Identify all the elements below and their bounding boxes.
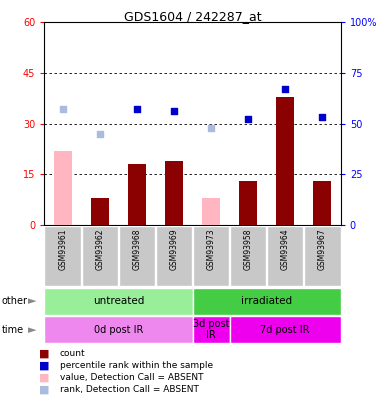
Point — [134, 106, 140, 113]
Bar — [192, 226, 229, 286]
Bar — [313, 181, 331, 225]
Text: ■: ■ — [38, 373, 49, 382]
Bar — [82, 226, 118, 286]
Point — [282, 86, 288, 92]
Text: time: time — [2, 325, 24, 335]
Bar — [44, 226, 81, 286]
Point — [319, 114, 325, 121]
Bar — [165, 161, 183, 225]
Text: ►: ► — [28, 325, 36, 335]
Text: 3d post
IR: 3d post IR — [193, 319, 229, 341]
Text: ■: ■ — [38, 348, 49, 358]
Bar — [44, 316, 192, 343]
Text: 0d post IR: 0d post IR — [94, 325, 143, 335]
Bar — [276, 96, 295, 225]
Bar — [192, 288, 341, 315]
Text: ■: ■ — [38, 385, 49, 394]
Bar — [202, 198, 220, 225]
Bar — [230, 226, 266, 286]
Text: 7d post IR: 7d post IR — [260, 325, 310, 335]
Bar — [44, 288, 192, 315]
Bar — [90, 198, 109, 225]
Point — [208, 124, 214, 131]
Text: GSM93968: GSM93968 — [132, 228, 141, 270]
Text: GSM93969: GSM93969 — [169, 228, 179, 270]
Text: count: count — [60, 349, 85, 358]
Bar — [267, 226, 303, 286]
Text: value, Detection Call = ABSENT: value, Detection Call = ABSENT — [60, 373, 203, 382]
Bar — [54, 151, 72, 225]
Bar — [119, 226, 155, 286]
Text: GSM93961: GSM93961 — [58, 228, 67, 270]
Text: GDS1604 / 242287_at: GDS1604 / 242287_at — [124, 10, 261, 23]
Bar — [156, 226, 192, 286]
Bar — [304, 226, 341, 286]
Text: ►: ► — [28, 296, 36, 306]
Text: untreated: untreated — [93, 296, 144, 306]
Text: GSM93958: GSM93958 — [244, 228, 253, 270]
Bar — [229, 316, 341, 343]
Text: rank, Detection Call = ABSENT: rank, Detection Call = ABSENT — [60, 385, 199, 394]
Point — [245, 116, 251, 123]
Text: GSM93964: GSM93964 — [281, 228, 290, 270]
Point — [171, 108, 177, 115]
Bar — [128, 164, 146, 225]
Text: other: other — [2, 296, 28, 306]
Text: irradiated: irradiated — [241, 296, 292, 306]
Text: GSM93967: GSM93967 — [318, 228, 327, 270]
Text: GSM93962: GSM93962 — [95, 228, 104, 270]
Bar — [239, 181, 257, 225]
Point — [97, 130, 103, 137]
Text: ■: ■ — [38, 360, 49, 370]
Text: percentile rank within the sample: percentile rank within the sample — [60, 361, 213, 370]
Bar — [192, 316, 229, 343]
Text: GSM93973: GSM93973 — [206, 228, 216, 270]
Point — [60, 106, 66, 113]
